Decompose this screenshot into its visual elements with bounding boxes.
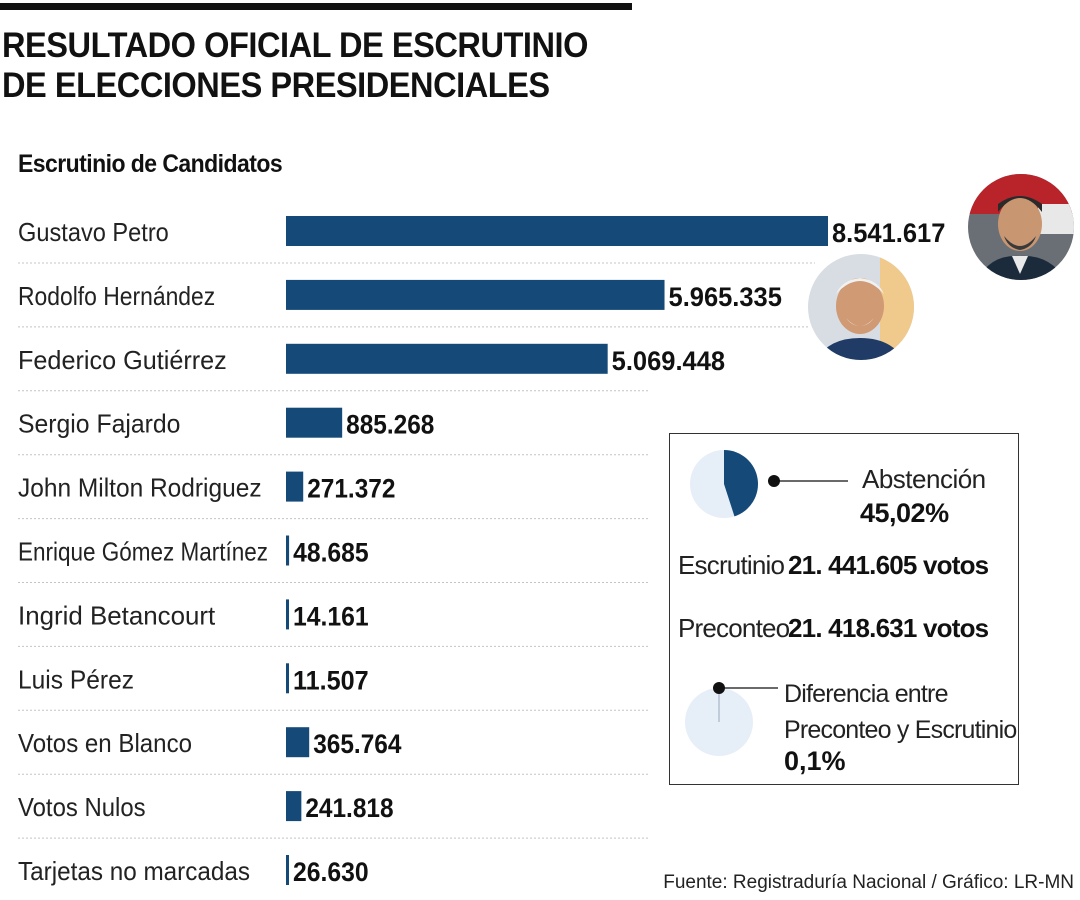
value-label: 8.541.617 (832, 218, 945, 248)
preconteo-label: Preconteo (678, 613, 790, 643)
category-label: Enrique Gómez Martínez (18, 537, 268, 567)
value-label: 241.818 (305, 793, 393, 823)
bar-9 (286, 791, 302, 822)
category-label: Sergio Fajardo (18, 409, 180, 439)
summary-box: Abstención 45,02% Escrutinio 21. 441.605… (669, 433, 1019, 785)
abstention-value: 45,02% (860, 498, 949, 528)
value-label: 5.069.448 (612, 346, 725, 376)
abstention-pie-slice (724, 450, 758, 517)
page-title: RESULTADO OFICIAL DE ESCRUTINIO DE ELECC… (2, 26, 616, 106)
value-label: 11.507 (293, 665, 369, 695)
value-label: 365.764 (313, 729, 401, 759)
category-label: John Milton Rodriguez (18, 473, 262, 503)
preconteo-value: 21. 418.631 votos (788, 613, 989, 643)
bar-6 (286, 599, 289, 630)
bar-7 (286, 663, 289, 694)
bar-8 (286, 727, 310, 758)
value-label: 885.268 (346, 410, 434, 440)
value-label: 271.372 (307, 474, 395, 504)
bar-3 (286, 407, 343, 438)
escrutinio-value: 21. 441.605 votos (788, 550, 989, 580)
value-label: 5.965.335 (669, 282, 782, 312)
bar-0 (286, 216, 828, 246)
value-label: 26.630 (293, 857, 369, 887)
escrutinio-label: Escrutinio (678, 550, 785, 580)
bar-5 (286, 535, 290, 566)
summary-graphics (685, 450, 848, 756)
abstention-label: Abstención (862, 464, 986, 494)
bar-4 (286, 471, 304, 502)
title-line-1: RESULTADO OFICIAL DE ESCRUTINIO (2, 26, 588, 65)
category-label: Federico Gutiérrez (18, 345, 227, 375)
category-label: Luis Pérez (18, 664, 134, 694)
category-label: Rodolfo Hernández (18, 281, 215, 311)
value-label: 14.161 (293, 601, 369, 631)
top-rule (0, 3, 632, 10)
bar-10 (286, 855, 289, 885)
bar-2 (286, 343, 608, 374)
category-label: Votos en Blanco (18, 728, 192, 758)
bar-1 (286, 279, 665, 310)
rodolfo-photo (806, 252, 916, 362)
title-line-2: DE ELECCIONES PRESIDENCIALES (2, 66, 550, 105)
difference-label-line-2: Preconteo y Escrutinio (784, 716, 1017, 744)
category-label: Ingrid Betancourt (18, 600, 216, 630)
chart-subtitle: Escrutinio de Candidatos (18, 150, 283, 178)
difference-value: 0,1% (784, 746, 846, 776)
category-label: Tarjetas no marcadas (18, 856, 250, 886)
source-credit: Fuente: Registraduría Nacional / Gráfico… (663, 872, 1074, 893)
difference-label: Diferencia entre Preconteo y Escrutinio (784, 676, 1017, 748)
category-label: Gustavo Petro (18, 217, 169, 247)
category-label: Votos Nulos (18, 792, 146, 822)
petro-photo (966, 172, 1076, 282)
difference-label-line-1: Diferencia entre (784, 680, 948, 708)
value-label: 48.685 (293, 538, 369, 568)
